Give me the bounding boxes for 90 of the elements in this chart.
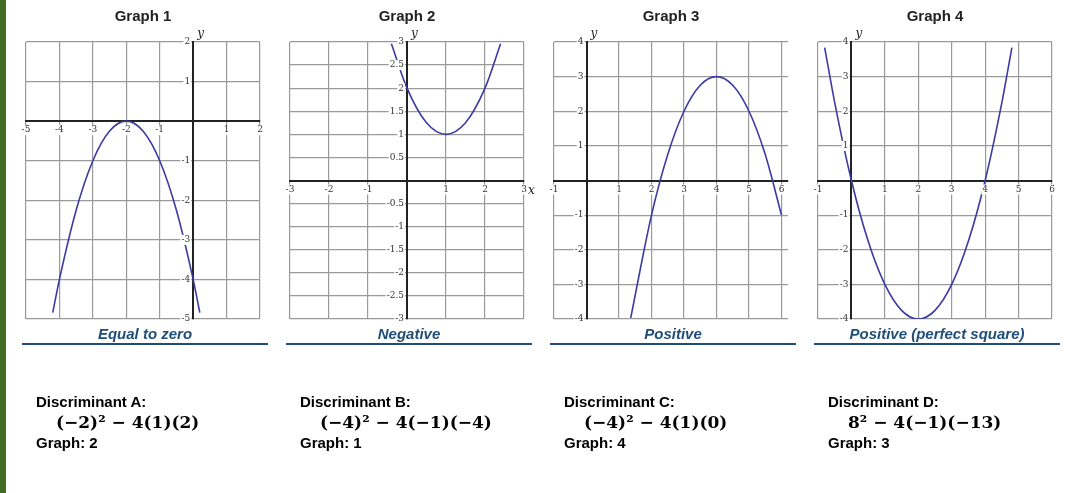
y-tick-label: 1 — [842, 140, 849, 151]
text: (−4)² − 4(1)(0) — [584, 412, 729, 432]
y-tick-label: -4 — [839, 313, 849, 324]
text: (−4)² − 4(−1)(−4) — [320, 412, 493, 432]
y-tick-label: -1 — [395, 221, 405, 232]
y-tick-label: -3 — [839, 278, 849, 289]
x-tick-label: -1 — [813, 183, 823, 194]
text: 8² − 4(−1)(−13) — [848, 412, 1003, 432]
text: (−2)² − 4(1)(2) — [56, 412, 201, 432]
x-tick-label: -2 — [324, 183, 334, 194]
y-tick-label: -4 — [181, 273, 191, 284]
text: Positive — [550, 325, 796, 345]
chart-title: Graph 3 — [642, 7, 700, 25]
x-tick-label: 5 — [746, 183, 753, 194]
text: Discriminant C: — [564, 393, 676, 410]
line-series — [823, 46, 1013, 319]
chart-title: Graph 1 — [114, 7, 172, 25]
x-tick-label: -3 — [88, 124, 98, 135]
x-tick-label: -5 — [21, 124, 31, 135]
y-tick-label: -2 — [395, 267, 405, 278]
y-tick-label: 3 — [842, 70, 849, 81]
y-tick-label: 3 — [398, 36, 405, 47]
y-tick-label: -5 — [181, 313, 191, 324]
text: Discriminant D: — [828, 393, 940, 410]
x-tick-label: 2 — [648, 183, 655, 194]
y-tick-label: -2.5 — [386, 290, 405, 301]
y-tick-label: 2.5 — [389, 59, 405, 70]
line-series — [390, 43, 502, 136]
y-tick-label: 2 — [184, 36, 191, 47]
y-tick-label: -2 — [181, 194, 191, 205]
x-axis-title: x — [528, 182, 535, 197]
text: Graph: 2 — [36, 434, 99, 451]
text: Graph: 4 — [564, 434, 627, 451]
y-tick-label: 2 — [577, 105, 584, 116]
text: Equal to zero — [22, 325, 268, 345]
text: Positive (perfect square) — [814, 325, 1060, 345]
y-tick-label: -1 — [839, 209, 849, 220]
y-tick-label: 2 — [842, 105, 849, 116]
x-tick-label: 6 — [778, 183, 785, 194]
text: Discriminant A: — [36, 393, 148, 410]
y-tick-label: 0.5 — [389, 151, 405, 162]
x-tick-label: 2 — [482, 183, 488, 194]
y-tick-label: 1 — [577, 140, 584, 151]
x-tick-label: -2 — [121, 124, 131, 135]
x-tick-label: 1 — [223, 124, 230, 135]
x-tick-label: -3 — [285, 183, 295, 194]
y-tick-label: 1.5 — [389, 105, 405, 116]
x-tick-label: 1 — [616, 183, 622, 194]
x-tick-label: 3 — [681, 183, 688, 194]
y-tick-label: -2 — [574, 244, 584, 255]
y-tick-label: 1 — [184, 75, 191, 86]
y-tick-label: -1.5 — [386, 244, 405, 255]
x-tick-label: 2 — [257, 124, 263, 135]
line-series — [629, 75, 783, 319]
x-tick-label: -1 — [549, 183, 559, 194]
y-axis-title: y — [410, 26, 418, 41]
y-tick-label: -0.5 — [386, 197, 405, 208]
x-tick-label: -1 — [155, 124, 165, 135]
chart-title: Graph 4 — [906, 7, 964, 25]
y-tick-label: 3 — [577, 70, 584, 81]
y-tick-label: -3 — [574, 278, 584, 289]
y-tick-label: 2 — [398, 82, 405, 93]
y-tick-label: -3 — [181, 234, 191, 245]
y-tick-label: -4 — [574, 313, 584, 324]
x-tick-label: 1 — [443, 183, 449, 194]
y-tick-label: -1 — [574, 209, 584, 220]
y-axis-title: y — [589, 26, 598, 41]
chart-title: Graph 2 — [378, 7, 436, 25]
x-tick-label: 3 — [948, 183, 955, 194]
y-tick-label: -1 — [181, 155, 191, 166]
x-tick-label: 5 — [1015, 183, 1022, 194]
y-axis-title: y — [854, 26, 863, 41]
x-tick-label: 3 — [521, 183, 528, 194]
x-tick-label: -1 — [363, 183, 373, 194]
x-tick-label: 1 — [881, 183, 888, 194]
x-tick-label: 4 — [713, 183, 720, 194]
y-tick-label: -3 — [395, 313, 405, 324]
text: Discriminant B: — [300, 393, 412, 410]
x-tick-label: 4 — [982, 183, 989, 194]
text: Graph: 3 — [828, 434, 891, 451]
text: Graph: 1 — [300, 434, 363, 451]
x-tick-label: -4 — [55, 124, 65, 135]
y-axis-title: y — [196, 26, 205, 41]
y-tick-label: 4 — [842, 36, 849, 47]
y-tick-label: 4 — [577, 36, 584, 47]
text: Negative — [286, 325, 532, 345]
x-tick-label: 6 — [1049, 183, 1056, 194]
y-tick-label: -2 — [839, 244, 849, 255]
line-series — [51, 120, 201, 314]
x-tick-label: 2 — [915, 183, 922, 194]
